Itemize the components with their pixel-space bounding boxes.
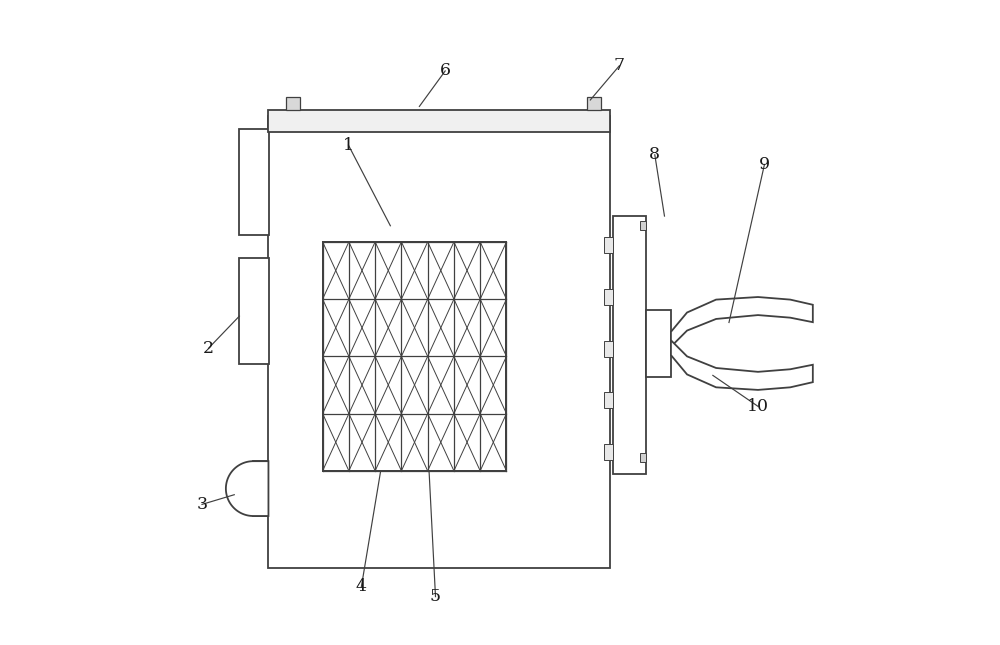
Text: 7: 7 xyxy=(614,57,625,74)
Text: 10: 10 xyxy=(747,398,769,415)
Bar xyxy=(640,221,646,230)
Text: 3: 3 xyxy=(196,496,208,513)
Bar xyxy=(604,341,613,357)
Bar xyxy=(268,116,610,568)
Polygon shape xyxy=(226,461,268,516)
Bar xyxy=(286,97,300,110)
Text: 1: 1 xyxy=(343,137,354,154)
Text: 6: 6 xyxy=(440,63,451,79)
Bar xyxy=(604,392,613,408)
Bar xyxy=(268,110,610,132)
Text: 9: 9 xyxy=(759,156,770,173)
Bar xyxy=(646,310,671,377)
Bar xyxy=(323,242,506,471)
Bar xyxy=(239,129,269,235)
Bar xyxy=(239,258,269,364)
Bar xyxy=(323,242,506,471)
Polygon shape xyxy=(671,341,813,390)
Text: 5: 5 xyxy=(430,588,441,605)
Text: 8: 8 xyxy=(649,146,660,163)
Bar xyxy=(640,453,646,462)
Bar xyxy=(587,97,601,110)
Bar xyxy=(604,289,613,305)
Text: 2: 2 xyxy=(203,340,214,357)
Bar xyxy=(253,461,268,516)
Bar xyxy=(604,237,613,253)
Bar xyxy=(604,444,613,460)
Polygon shape xyxy=(671,297,813,347)
Bar xyxy=(613,216,646,474)
Text: 4: 4 xyxy=(356,579,367,595)
